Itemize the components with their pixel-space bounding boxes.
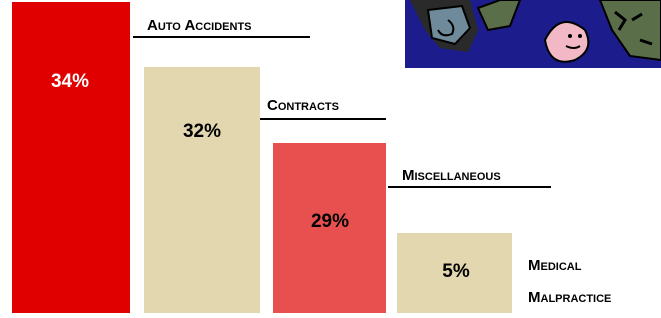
category-label: Malpractice [528,289,611,306]
bar-label: 5% [442,261,470,282]
category-label: Contracts [267,97,339,114]
category-label: Auto Accidents [147,17,252,34]
clipart [405,0,661,68]
bar-label: 32% [183,121,221,142]
category-label: Medical [528,257,582,274]
category-label: Miscellaneous [402,167,501,184]
bar-label: 34% [51,71,89,92]
slide: 34% 32% 29% 5% Auto Accidents Contracts … [0,0,661,318]
page: 34% 32% 29% 5% Auto Accidents Contracts … [0,0,661,318]
bar [144,67,260,313]
bar [12,2,130,313]
bar-label: 29% [311,211,349,232]
